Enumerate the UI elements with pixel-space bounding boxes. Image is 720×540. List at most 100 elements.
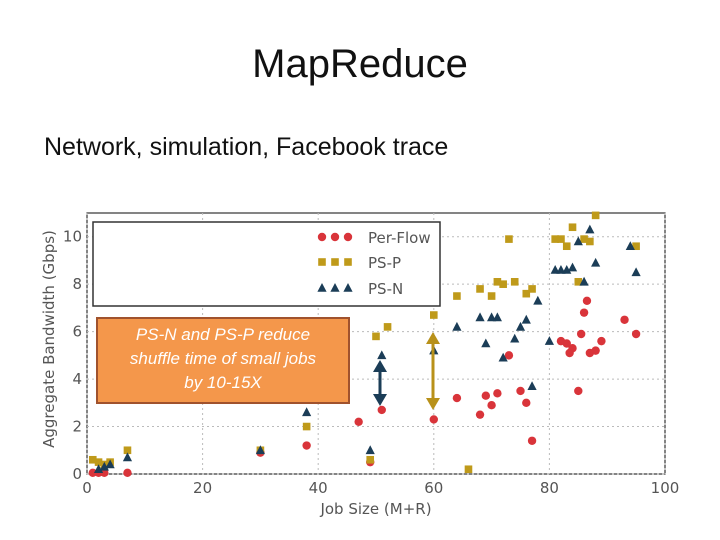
point-ps-n (515, 321, 526, 331)
y-tick-label: 8 (72, 275, 82, 293)
point-ps-p (366, 455, 375, 464)
point-ps-p (302, 422, 311, 431)
point-ps-p (493, 278, 502, 286)
legend-marker-per-flow (330, 232, 340, 242)
legend-marker-per-flow (343, 232, 353, 242)
point-ps-p (528, 285, 536, 293)
point-ps-n (365, 445, 375, 455)
improvement-arrow-ps-p (426, 332, 440, 410)
point-ps-p (383, 323, 392, 331)
x-tick-label: 0 (82, 479, 92, 497)
point-ps-n (510, 333, 520, 343)
legend-marker-per-flow (317, 232, 327, 242)
x-tick-label: 40 (309, 479, 328, 497)
legend-marker-ps-p (331, 258, 339, 266)
point-per-flow (579, 308, 589, 317)
point-per-flow (522, 398, 531, 408)
point-ps-n (562, 264, 572, 274)
point-ps-n (498, 352, 508, 362)
point-per-flow (475, 410, 485, 419)
point-ps-p (568, 223, 577, 232)
point-ps-n (521, 314, 531, 324)
legend-marker-ps-n (343, 283, 353, 292)
legend: Per-Flow PS-P PS-N (92, 221, 441, 307)
point-per-flow (88, 468, 97, 478)
point-ps-n (93, 464, 104, 474)
slide-subtitle: Network, simulation, Facebook trace (44, 133, 449, 161)
point-ps-p (430, 311, 438, 319)
point-ps-p (510, 278, 519, 286)
data-points (88, 211, 641, 478)
point-per-flow (620, 315, 629, 324)
legend-marker-ps-n (330, 283, 340, 292)
point-ps-p (487, 292, 496, 300)
point-per-flow (100, 468, 109, 478)
point-per-flow (582, 296, 592, 305)
x-axis-label: Job Size (M+R) (319, 500, 431, 518)
point-per-flow (487, 400, 496, 410)
point-per-flow (576, 329, 586, 339)
point-ps-p (551, 235, 559, 243)
point-ps-n (550, 264, 560, 274)
point-ps-p (586, 237, 594, 246)
callout-line-3: by 10-15X (184, 373, 262, 392)
point-per-flow (377, 405, 386, 415)
point-per-flow (504, 351, 514, 360)
point-ps-n (573, 236, 583, 246)
point-ps-p (453, 292, 461, 300)
point-ps-p (580, 235, 588, 243)
point-ps-p (557, 235, 565, 243)
point-per-flow (568, 344, 577, 353)
y-tick-label: 10 (63, 228, 82, 246)
point-ps-n (481, 338, 491, 348)
point-ps-p (94, 458, 103, 466)
point-ps-p (88, 455, 97, 464)
point-per-flow (516, 386, 525, 396)
point-ps-p (505, 235, 513, 243)
y-tick-label: 0 (72, 465, 82, 483)
point-ps-n (105, 459, 115, 469)
point-ps-n (591, 257, 601, 267)
point-ps-n (625, 241, 635, 251)
point-per-flow (631, 329, 641, 339)
point-ps-n (585, 224, 595, 234)
point-ps-n (556, 264, 566, 274)
legend-label-ps-p: PS-P (368, 254, 401, 272)
y-tick-label: 4 (72, 370, 82, 388)
point-per-flow (354, 417, 363, 426)
point-per-flow (574, 386, 583, 396)
point-per-flow (562, 339, 571, 348)
point-ps-n (377, 350, 387, 360)
point-per-flow (493, 389, 502, 398)
point-ps-p (632, 242, 640, 251)
x-tick-label: 80 (540, 479, 559, 497)
point-ps-n (475, 312, 485, 322)
point-ps-p (372, 332, 380, 341)
tick-labels: 0 20 40 60 80 100 0 2 4 6 8 10 (63, 228, 679, 497)
point-ps-p (574, 278, 583, 286)
point-ps-n (302, 407, 312, 417)
legend-marker-ps-p (318, 258, 326, 266)
point-ps-n (544, 336, 554, 345)
point-ps-n (631, 267, 641, 277)
x-tick-label: 60 (424, 479, 443, 497)
point-ps-n (579, 276, 589, 286)
point-per-flow (527, 436, 537, 445)
point-per-flow (481, 391, 491, 400)
point-ps-p (464, 465, 473, 474)
legend-marker-ps-p (344, 258, 352, 266)
point-ps-p (562, 242, 571, 251)
x-tick-label: 100 (651, 479, 680, 497)
point-ps-n (567, 262, 578, 272)
legend-marker-ps-n (317, 283, 327, 292)
point-ps-n (99, 461, 109, 471)
point-ps-p (476, 285, 484, 293)
point-ps-n (527, 381, 537, 391)
point-per-flow (429, 415, 438, 424)
point-ps-n (487, 312, 497, 322)
callout-line-1: PS-N and PS-P reduce (136, 325, 310, 344)
point-per-flow (123, 468, 132, 478)
callout-line-2: shuffle time of small jobs (130, 349, 317, 368)
point-ps-p (591, 211, 600, 220)
improvement-arrow-ps-n (373, 360, 387, 406)
